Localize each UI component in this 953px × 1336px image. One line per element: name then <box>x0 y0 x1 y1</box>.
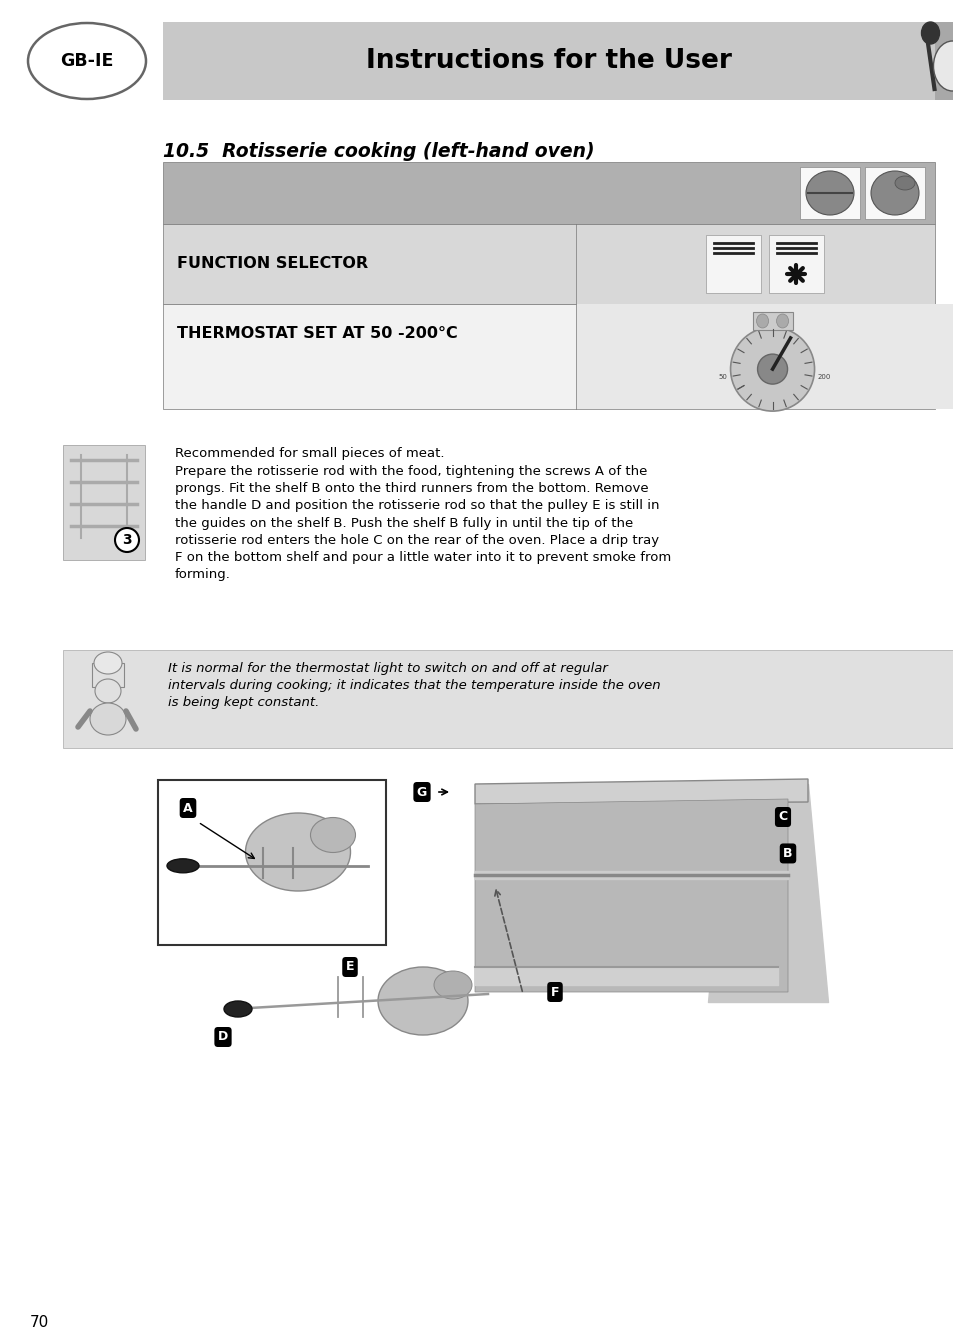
Ellipse shape <box>793 273 799 277</box>
Ellipse shape <box>167 859 199 872</box>
Ellipse shape <box>921 21 939 44</box>
Ellipse shape <box>94 652 122 673</box>
Ellipse shape <box>894 176 914 190</box>
Ellipse shape <box>377 967 468 1035</box>
Text: F: F <box>550 986 558 998</box>
Ellipse shape <box>434 971 472 999</box>
Ellipse shape <box>757 354 787 385</box>
Ellipse shape <box>90 703 126 735</box>
Text: C: C <box>778 811 787 823</box>
Text: E: E <box>345 961 354 974</box>
Text: FUNCTION SELECTOR: FUNCTION SELECTOR <box>177 257 368 271</box>
Text: 3: 3 <box>122 533 132 546</box>
Text: B: B <box>782 847 792 860</box>
Bar <box>163 305 934 409</box>
Text: 70: 70 <box>30 1315 50 1331</box>
Ellipse shape <box>95 679 121 703</box>
Ellipse shape <box>933 41 953 91</box>
Ellipse shape <box>870 171 918 215</box>
Ellipse shape <box>28 23 146 99</box>
Bar <box>768 235 823 293</box>
Ellipse shape <box>730 327 814 411</box>
Text: Recommended for small pieces of meat.: Recommended for small pieces of meat. <box>174 448 444 460</box>
Bar <box>163 224 934 305</box>
Text: G: G <box>416 786 427 799</box>
Text: 10.5  Rotisserie cooking (left-hand oven): 10.5 Rotisserie cooking (left-hand oven) <box>163 142 594 162</box>
Bar <box>163 162 934 224</box>
Bar <box>576 305 953 409</box>
Ellipse shape <box>224 1001 252 1017</box>
Bar <box>91 663 124 687</box>
Bar <box>864 167 924 219</box>
Text: 200: 200 <box>817 374 830 381</box>
Ellipse shape <box>245 814 350 891</box>
Polygon shape <box>475 799 787 993</box>
Bar <box>158 780 386 945</box>
Bar <box>63 651 953 748</box>
Text: D: D <box>217 1030 228 1043</box>
Text: 50: 50 <box>718 374 727 381</box>
Bar <box>800 167 859 219</box>
Text: Prepare the rotisserie rod with the food, tightening the screws A of the
prongs.: Prepare the rotisserie rod with the food… <box>174 465 671 581</box>
Text: THERMOSTAT SET AT 50 -200°C: THERMOSTAT SET AT 50 -200°C <box>177 326 457 341</box>
Ellipse shape <box>805 171 853 215</box>
Bar <box>705 235 760 293</box>
Ellipse shape <box>776 314 788 329</box>
Text: A: A <box>183 802 193 815</box>
Ellipse shape <box>756 314 768 329</box>
Text: Instructions for the User: Instructions for the User <box>366 48 731 73</box>
Ellipse shape <box>310 818 355 852</box>
Text: GB-IE: GB-IE <box>60 52 113 69</box>
Bar <box>63 445 145 560</box>
Bar <box>934 21 953 100</box>
Polygon shape <box>475 779 807 804</box>
Bar <box>752 313 792 330</box>
Ellipse shape <box>115 528 139 552</box>
Bar <box>163 21 934 100</box>
Text: It is normal for the thermostat light to switch on and off at regular
intervals : It is normal for the thermostat light to… <box>168 663 659 709</box>
